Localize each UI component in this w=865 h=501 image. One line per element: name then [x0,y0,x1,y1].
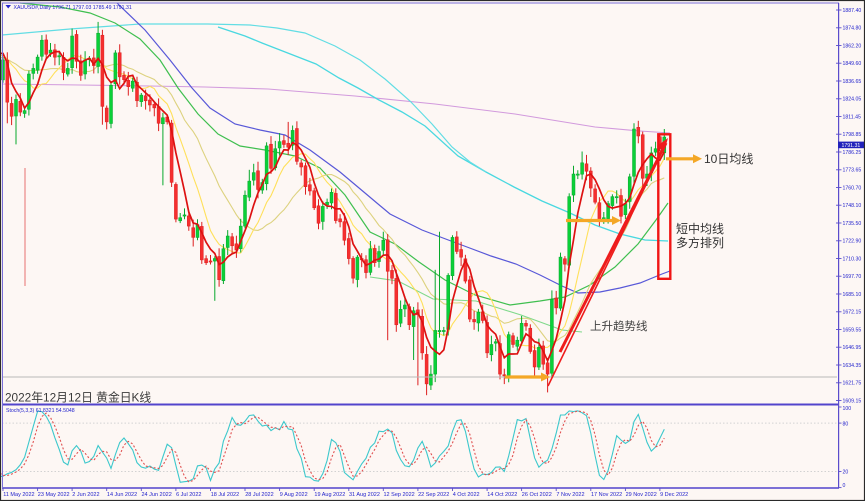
svg-text:1862.20: 1862.20 [843,43,862,49]
svg-text:2 Jun 2022: 2 Jun 2022 [72,492,99,498]
svg-text:1836.65: 1836.65 [843,79,862,85]
svg-text:1697.70: 1697.70 [843,274,862,280]
svg-text:19 Aug 2022: 19 Aug 2022 [314,492,345,498]
svg-text:1609.15: 1609.15 [843,398,862,404]
svg-text:1824.05: 1824.05 [843,97,862,103]
svg-text:1634.35: 1634.35 [843,363,862,369]
svg-text:Stoch(5,3,3) 61.8321 54.5048: Stoch(5,3,3) 61.8321 54.5048 [6,408,75,414]
svg-text:4 Oct 2022: 4 Oct 2022 [453,492,480,498]
svg-text:28 Jul 2022: 28 Jul 2022 [245,492,273,498]
svg-text:14 Jun 2022: 14 Jun 2022 [107,492,137,498]
svg-text:1748.10: 1748.10 [843,203,862,209]
svg-text:20: 20 [843,470,849,476]
svg-text:22 Sep 2022: 22 Sep 2022 [418,492,449,498]
svg-text:9 Aug 2022: 9 Aug 2022 [280,492,308,498]
svg-text:1791.31: 1791.31 [842,143,861,149]
svg-text:1786.25: 1786.25 [843,150,862,156]
svg-text:1735.50: 1735.50 [843,221,862,227]
svg-text:1646.95: 1646.95 [843,345,862,351]
svg-text:100: 100 [843,406,852,412]
svg-text:1849.60: 1849.60 [843,61,862,67]
svg-text:2022年12月12日 黄金日K线: 2022年12月12日 黄金日K线 [5,391,151,405]
svg-text:11 May 2022: 11 May 2022 [3,492,34,498]
svg-text:1887.40: 1887.40 [843,8,862,14]
svg-text:26 Oct 2022: 26 Oct 2022 [522,492,552,498]
svg-text:XAUUSD#,Daily 1796.71 1797.03: XAUUSD#,Daily 1796.71 1797.03 1785.49 17… [14,5,132,11]
svg-text:多方排列: 多方排列 [676,235,724,250]
svg-text:31 Aug 2022: 31 Aug 2022 [349,492,380,498]
svg-text:1811.45: 1811.45 [843,114,861,120]
svg-text:上升趋势线: 上升趋势线 [590,319,648,333]
svg-text:1773.65: 1773.65 [843,168,862,174]
svg-text:17 Nov 2022: 17 Nov 2022 [591,492,622,498]
svg-text:9 Dec 2022: 9 Dec 2022 [660,492,688,498]
svg-text:10日均线: 10日均线 [704,152,753,166]
svg-text:1874.80: 1874.80 [843,26,862,32]
svg-text:1621.75: 1621.75 [843,381,862,387]
svg-text:1722.90: 1722.90 [843,239,862,245]
svg-text:1798.85: 1798.85 [843,132,862,138]
svg-text:80: 80 [843,421,849,427]
svg-text:24 Jun 2022: 24 Jun 2022 [142,492,172,498]
svg-text:1685.10: 1685.10 [843,292,862,298]
svg-text:1672.15: 1672.15 [843,310,862,316]
svg-text:7 Nov 2022: 7 Nov 2022 [556,492,584,498]
svg-text:12 Sep 2022: 12 Sep 2022 [384,492,415,498]
svg-text:1760.70: 1760.70 [843,185,862,191]
svg-text:23 May 2022: 23 May 2022 [38,492,70,498]
svg-text:1659.55: 1659.55 [843,327,862,333]
svg-text:6 Jul 2022: 6 Jul 2022 [176,492,201,498]
svg-text:29 Nov 2022: 29 Nov 2022 [626,492,657,498]
svg-text:14 Oct 2022: 14 Oct 2022 [487,492,517,498]
svg-text:0: 0 [843,483,846,489]
svg-text:1710.30: 1710.30 [843,256,862,262]
svg-text:短中均线: 短中均线 [676,221,724,236]
svg-text:18 Jul 2022: 18 Jul 2022 [211,492,239,498]
